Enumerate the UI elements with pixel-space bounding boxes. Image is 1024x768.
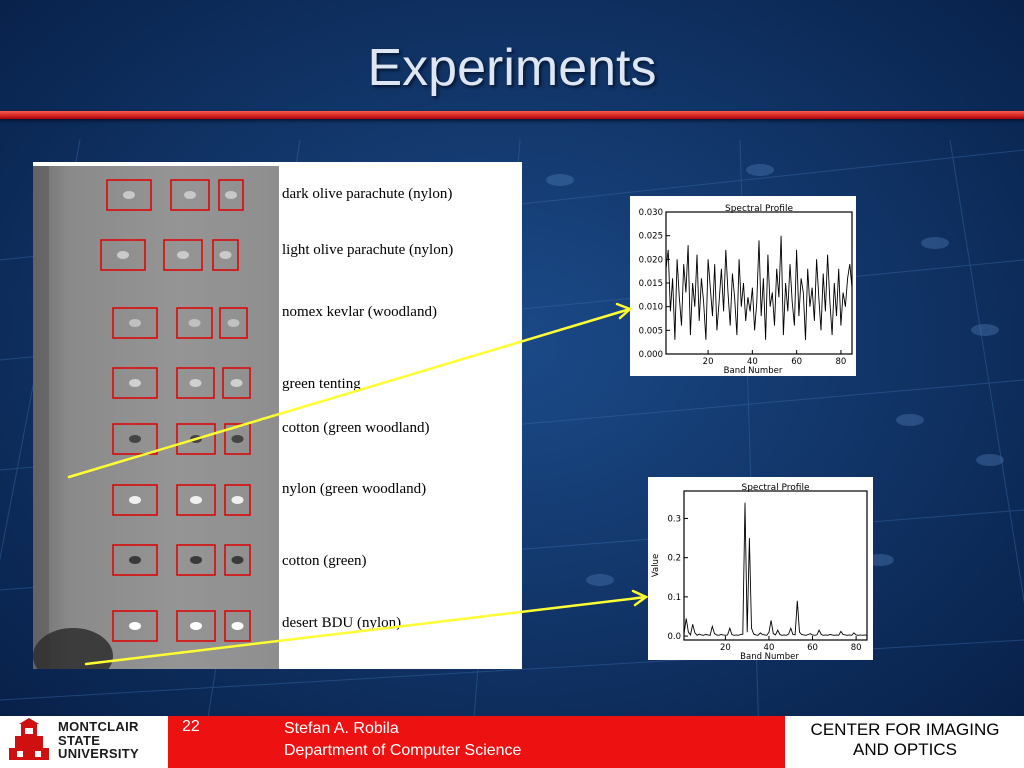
target-patch (230, 379, 243, 387)
y-tick-label: 0.0 (667, 632, 681, 642)
material-label: dark olive parachute (nylon) (282, 186, 453, 202)
x-axis-label: Band Number (740, 652, 799, 660)
plot-frame (683, 490, 868, 641)
spectral-profile-plot-top: Spectral Profile 20 40 60 80 0.000 0.005 0.010 0… (630, 196, 856, 376)
roi-box (170, 179, 210, 211)
author-block: Stefan A. Robila Department of Computer … (284, 718, 521, 762)
hyperspectral-figure-panel: dark olive parachute (nylon) light olive … (33, 162, 522, 669)
target-patch (129, 379, 141, 387)
target-patch (123, 191, 135, 199)
target-patch (184, 191, 196, 199)
target-patch (190, 622, 202, 630)
target-patch (190, 496, 202, 504)
y-tick-label: 0.1 (667, 593, 681, 603)
y-tick-label: 0.025 (639, 232, 663, 242)
target-patch (231, 556, 244, 564)
target-patch (117, 251, 129, 259)
roi-box (112, 484, 158, 516)
roi-box (224, 544, 251, 576)
target-patch (190, 435, 202, 443)
page-number: 22 (182, 718, 200, 735)
university-name: MONTCLAIR STATE UNIVERSITY (58, 720, 139, 761)
target-patch (188, 319, 201, 327)
center-line-1: CENTER FOR IMAGING (810, 720, 1000, 739)
x-tick-label: 80 (836, 357, 847, 367)
material-label: green tenting (282, 376, 361, 392)
title-divider (0, 111, 1024, 119)
y-axis-label: Value (651, 554, 661, 577)
target-patch (189, 379, 202, 387)
y-tick-label: 0.010 (639, 303, 663, 313)
roi-box (218, 179, 244, 211)
target-patch (129, 496, 141, 504)
y-tick-label: 0.2 (667, 554, 681, 564)
department-name: Department of Computer Science (284, 742, 522, 759)
roi-box (112, 544, 158, 576)
roi-box (163, 239, 203, 271)
y-tick-label: 0.000 (639, 350, 663, 360)
roi-box (176, 544, 216, 576)
series-line (665, 235, 853, 340)
y-tick-label: 0.3 (667, 514, 681, 524)
x-tick-label: 40 (764, 643, 775, 653)
spectral-profile-plot-bottom: Spectral Profile 20 40 60 80 0.0 0.1 0.2 0.3 Band… (648, 477, 873, 660)
plot-title: Spectral Profile (741, 483, 809, 493)
target-patch (129, 556, 141, 564)
x-axis-label: Band Number (724, 366, 783, 376)
footer-red-band (168, 716, 785, 768)
hyperspectral-band-image (33, 166, 279, 669)
material-label: light olive parachute (nylon) (282, 242, 454, 258)
roi-box (224, 484, 251, 516)
material-label: cotton (green) (282, 553, 367, 569)
y-tick-label: 0.030 (639, 208, 663, 218)
x-tick-label: 40 (747, 357, 758, 367)
x-tick-label: 80 (851, 643, 862, 653)
y-tick-label: 0.020 (639, 255, 663, 265)
target-patch (231, 435, 244, 443)
target-patch (129, 435, 141, 443)
university-seal-icon (9, 718, 49, 760)
roi-box (106, 179, 152, 211)
university-line-3: UNIVERSITY (58, 746, 140, 761)
target-patch (129, 319, 141, 327)
x-tick-label: 60 (807, 643, 818, 653)
target-patch (231, 622, 244, 630)
center-line-2: AND OPTICS (853, 740, 957, 759)
x-tick-label: 20 (703, 357, 714, 367)
target-patch (190, 556, 202, 564)
university-line-2: STATE (58, 732, 101, 748)
material-label: cotton (green woodland) (282, 420, 430, 436)
material-label: nomex kevlar (woodland) (282, 304, 437, 320)
target-patch (129, 622, 141, 630)
x-tick-label: 20 (720, 643, 731, 653)
target-patch (177, 251, 189, 259)
y-tick-label: 0.005 (639, 326, 663, 336)
series-line (683, 502, 868, 636)
target-patch (231, 496, 244, 504)
slide-title: Experiments (367, 39, 657, 97)
roi-box (176, 484, 216, 516)
author-name: Stefan A. Robila (284, 720, 399, 737)
center-name: CENTER FOR IMAGING AND OPTICS (790, 720, 1020, 760)
university-line-1: MONTCLAIR (58, 719, 139, 734)
target-patch (225, 191, 237, 199)
target-patch (219, 251, 232, 259)
roi-box (212, 239, 239, 271)
y-tick-label: 0.015 (639, 279, 663, 289)
roi-box (100, 239, 146, 271)
material-label: nylon (green woodland) (282, 481, 427, 497)
material-label: desert BDU (nylon) (282, 615, 402, 631)
plot-title: Spectral Profile (725, 204, 793, 214)
x-tick-label: 60 (791, 357, 802, 367)
target-patch (227, 319, 240, 327)
